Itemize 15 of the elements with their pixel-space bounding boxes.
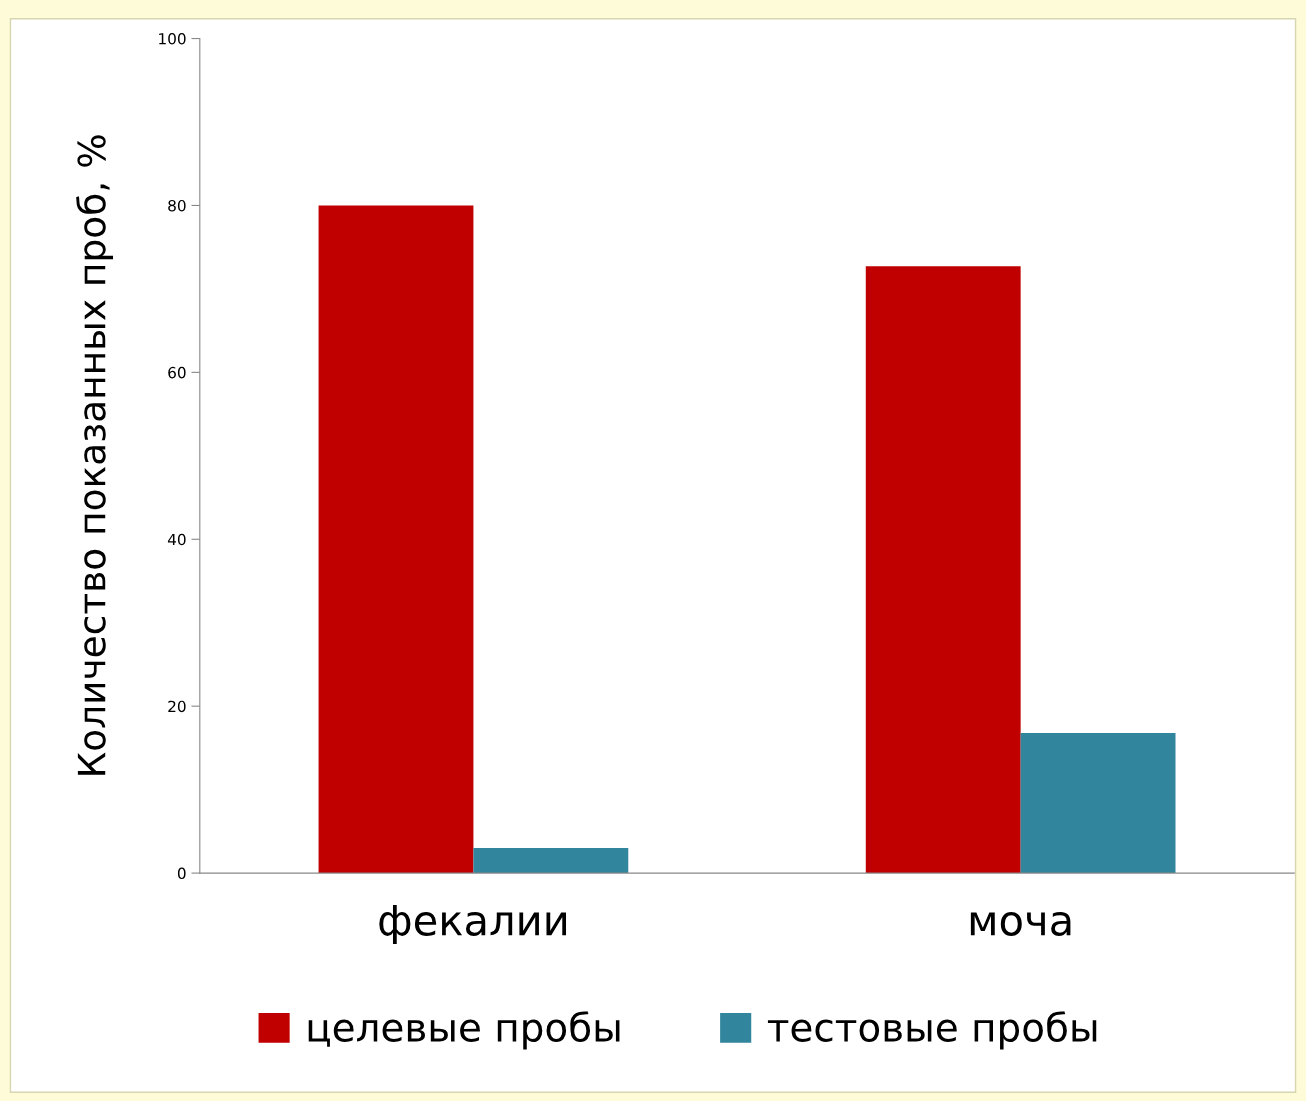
bar <box>318 205 474 874</box>
legend-label: тестовые пробы <box>767 1011 1097 1050</box>
y-axis-title: Количество показанных проб, % <box>76 135 114 775</box>
y-tick-label: 40 <box>167 533 186 546</box>
y-tick-label: 100 <box>159 33 186 45</box>
bar <box>865 266 1021 874</box>
bar <box>1020 732 1176 874</box>
bar <box>473 848 629 874</box>
x-tick-label: моча <box>970 911 1071 936</box>
legend-label: целевые пробы <box>308 1011 620 1050</box>
y-tick-label: 20 <box>168 700 186 713</box>
y-tick-label: 60 <box>168 366 186 379</box>
y-tick-label: 0 <box>177 867 186 880</box>
x-tick-label: фекалии <box>379 904 567 944</box>
y-tick-label: 80 <box>168 199 186 212</box>
